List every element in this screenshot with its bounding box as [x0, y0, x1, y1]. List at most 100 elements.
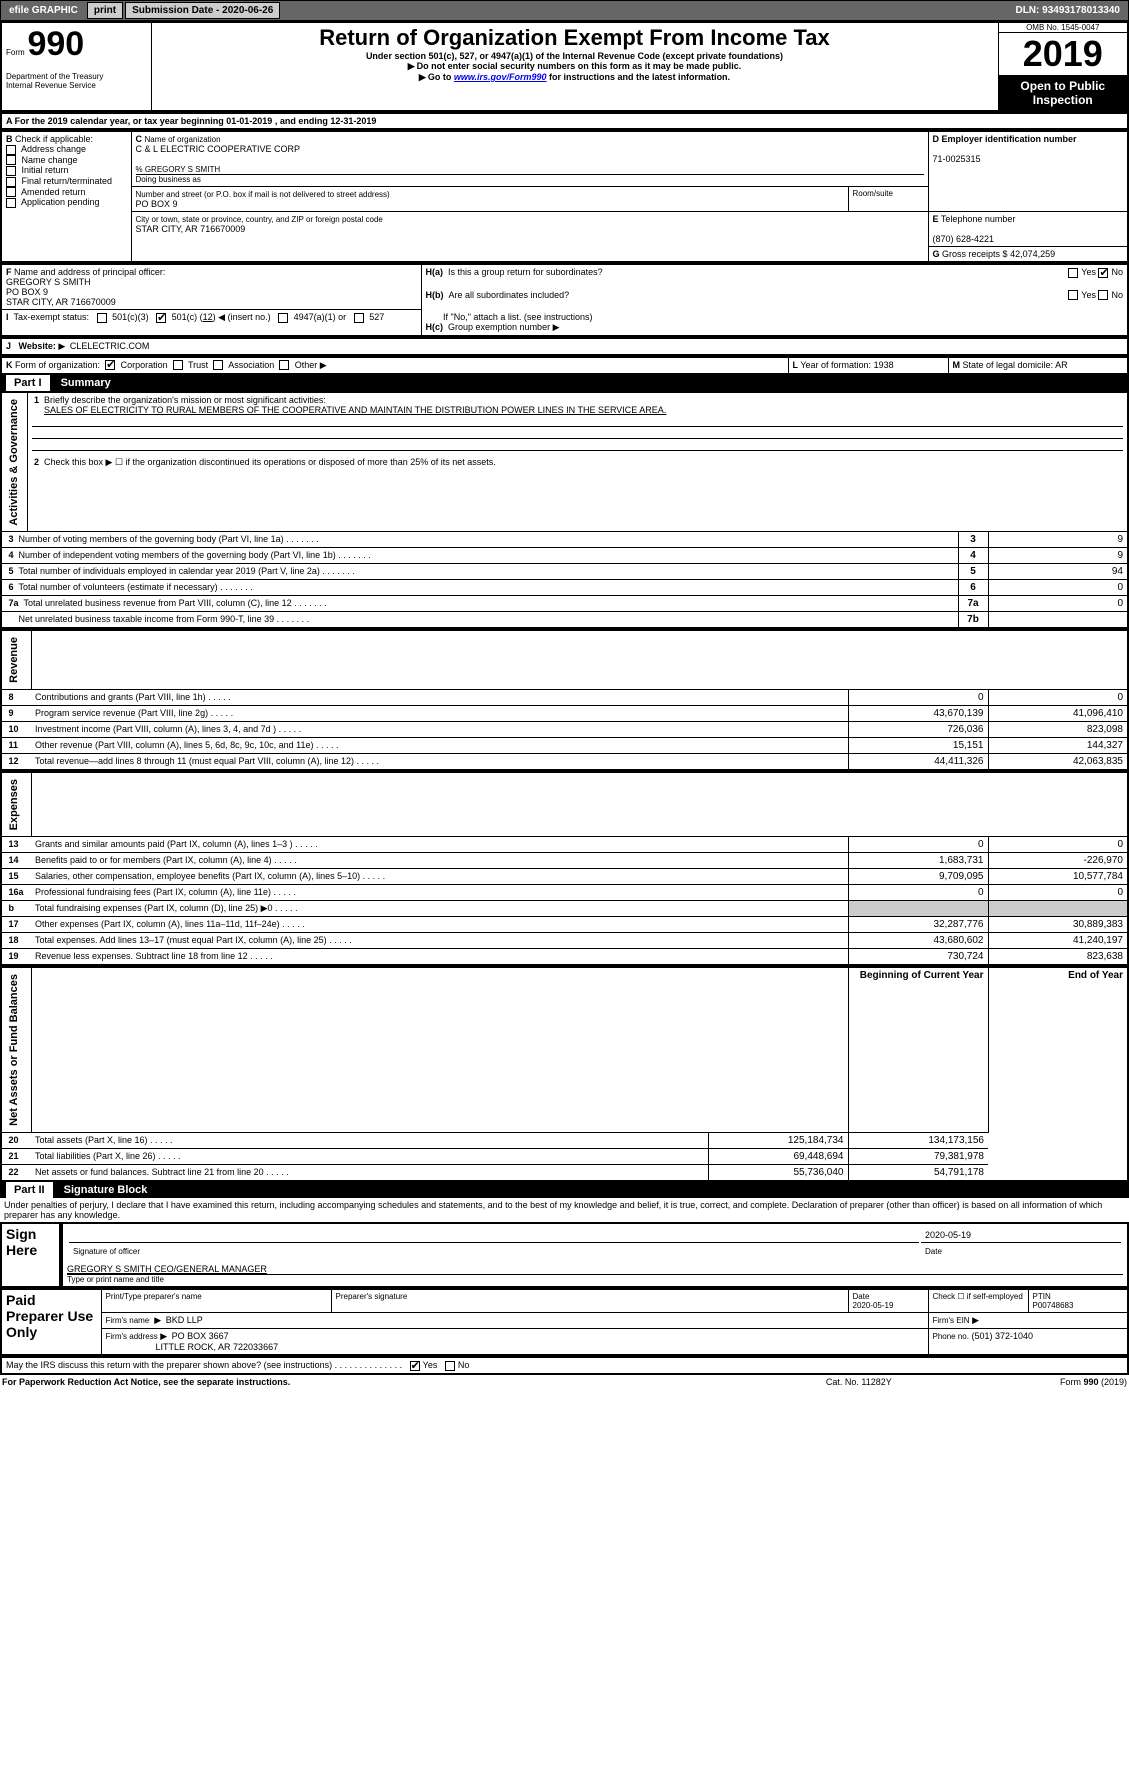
firm-name: BKD LLP: [166, 1315, 203, 1325]
street-value: PO BOX 9: [136, 199, 178, 209]
b-check[interactable]: [6, 145, 16, 155]
m-label: State of legal domicile:: [963, 360, 1054, 370]
part-ii-header: Part II Signature Block: [0, 1182, 1129, 1198]
tax-year: 2019: [999, 33, 1128, 76]
b-label: Check if applicable:: [15, 134, 93, 144]
ha-no-check[interactable]: [1098, 268, 1108, 278]
room-label: Room/suite: [848, 187, 928, 212]
ptin-value: P00748683: [1033, 1301, 1074, 1310]
prep-name-label: Print/Type preparer's name: [101, 1289, 331, 1313]
i-a-check[interactable]: [278, 313, 288, 323]
discuss-label: May the IRS discuss this return with the…: [6, 1360, 332, 1370]
note-goto-post: for instructions and the latest informat…: [547, 72, 731, 82]
city-label: City or town, state or province, country…: [136, 215, 383, 224]
c-name-label: Name of organization: [145, 135, 221, 144]
sections-k-m: K Form of organization: Corporation Trus…: [0, 356, 1129, 375]
ha-label: Is this a group return for subordinates?: [448, 267, 603, 277]
part-i-revenue: Revenue 8Contributions and grants (Part …: [0, 629, 1129, 771]
note-goto-pre: Go to: [428, 72, 454, 82]
prep-date: 2020-05-19: [853, 1301, 894, 1310]
firm-city: LITTLE ROCK, AR 722033667: [156, 1342, 279, 1352]
dept-label: Department of the Treasury: [6, 72, 147, 81]
ha-yes-check[interactable]: [1068, 268, 1078, 278]
gross-label: Gross receipts $: [942, 249, 1008, 259]
footer: For Paperwork Reduction Act Notice, see …: [0, 1375, 1129, 1389]
sign-here-label: Sign Here: [1, 1223, 61, 1287]
form-header: Form 990 Department of the Treasury Inte…: [0, 21, 1129, 112]
form-number: 990: [27, 25, 84, 63]
k-assoc-check[interactable]: [213, 360, 223, 370]
i-c-num: 12: [203, 312, 213, 322]
i-527-check[interactable]: [354, 313, 364, 323]
irs-label: Internal Revenue Service: [6, 81, 147, 90]
i-c3-check[interactable]: [97, 313, 107, 323]
part-i-header: Part I Summary: [0, 375, 1129, 391]
dln-label: DLN: 93493178013340: [1007, 3, 1128, 18]
firm-addr: PO BOX 3667: [172, 1331, 229, 1341]
perjury-text: Under penalties of perjury, I declare th…: [0, 1198, 1129, 1222]
careof: % GREGORY S SMITH: [136, 165, 221, 174]
paid-preparer: Paid Preparer Use Only Print/Type prepar…: [0, 1288, 1129, 1356]
q2-label: Check this box ▶ ☐ if the organization d…: [44, 457, 496, 467]
eoy-hdr: End of Year: [988, 967, 1128, 1132]
side-revenue: Revenue: [6, 633, 22, 687]
sig-name-label: Type or print name and title: [67, 1275, 1123, 1284]
k-other-check[interactable]: [279, 360, 289, 370]
q1-answer: SALES OF ELECTRICITY TO RURAL MEMBERS OF…: [44, 405, 666, 415]
print-button[interactable]: print: [87, 2, 123, 19]
b-check[interactable]: [6, 187, 16, 197]
note-ssn: Do not enter social security numbers on …: [156, 61, 994, 72]
prep-sig-label: Preparer's signature: [331, 1289, 848, 1313]
section-a: A For the 2019 calendar year, or tax yea…: [0, 112, 1129, 130]
boy-hdr: Beginning of Current Year: [848, 967, 988, 1132]
part-i-expenses: Expenses 13Grants and similar amounts pa…: [0, 771, 1129, 966]
sig-date-label: Date: [921, 1245, 1121, 1258]
side-governance: Activities & Governance: [6, 395, 22, 530]
hb-note: If "No," attach a list. (see instruction…: [443, 312, 592, 322]
k-trust-check[interactable]: [173, 360, 183, 370]
f-label: Name and address of principal officer:: [14, 267, 165, 277]
hb-no-check[interactable]: [1098, 290, 1108, 300]
q1-label: Briefly describe the organization's miss…: [44, 395, 326, 405]
form990-link[interactable]: www.irs.gov/Form990: [454, 72, 547, 82]
hb-yes-check[interactable]: [1068, 290, 1078, 300]
open-public: Open to Public Inspection: [999, 76, 1128, 110]
sections-b-g: B Check if applicable: Address change Na…: [0, 130, 1129, 263]
i-label: Tax-exempt status:: [14, 312, 90, 322]
part-i-netassets: Net Assets or Fund Balances Beginning of…: [0, 966, 1129, 1182]
pra-notice: For Paperwork Reduction Act Notice, see …: [2, 1377, 769, 1387]
period-begin: 01-01-2019: [226, 116, 272, 126]
cat-no: Cat. No. 11282Y: [771, 1377, 946, 1387]
b-check[interactable]: [6, 198, 16, 208]
l-value: 1938: [874, 360, 894, 370]
org-name: C & L ELECTRIC COOPERATIVE CORP: [136, 144, 301, 154]
omb-label: OMB No. 1545-0047: [999, 23, 1128, 33]
k-label: Form of organization:: [15, 360, 100, 370]
f-name: GREGORY S SMITH: [6, 277, 91, 287]
b-check[interactable]: [6, 177, 16, 187]
phone-value: (870) 628-4221: [933, 234, 995, 244]
l-label: Year of formation:: [800, 360, 871, 370]
side-expenses: Expenses: [6, 775, 22, 834]
f-city: STAR CITY, AR 716670009: [6, 297, 116, 307]
efile-label: efile GRAPHIC: [1, 3, 86, 18]
top-bar: efile GRAPHIC print Submission Date - 20…: [0, 0, 1129, 21]
discuss-yes-check[interactable]: [410, 1361, 420, 1371]
ein-label: Employer identification number: [942, 134, 1077, 144]
period-end: 12-31-2019: [330, 116, 376, 126]
discuss-no-check[interactable]: [445, 1361, 455, 1371]
period-pre: For the 2019 calendar year, or tax year …: [15, 116, 227, 126]
b-check[interactable]: [6, 155, 16, 165]
sig-date: 2020-05-19: [921, 1228, 1121, 1243]
phone-label: Telephone number: [941, 214, 1016, 224]
sig-name: GREGORY S SMITH CEO/GENERAL MANAGER: [67, 1264, 1123, 1275]
form-word: Form: [6, 48, 25, 57]
k-corp-check[interactable]: [105, 360, 115, 370]
part-i-body: Activities & Governance 1 Briefly descri…: [0, 391, 1129, 630]
sections-f-h: F Name and address of principal officer:…: [0, 263, 1129, 337]
f-street: PO BOX 9: [6, 287, 48, 297]
b-check[interactable]: [6, 166, 16, 176]
i-c-check[interactable]: [156, 313, 166, 323]
section-j: J Website: CLELECTRIC.COM: [0, 337, 1129, 356]
form-ref: Form 990 (2019): [948, 1377, 1127, 1387]
